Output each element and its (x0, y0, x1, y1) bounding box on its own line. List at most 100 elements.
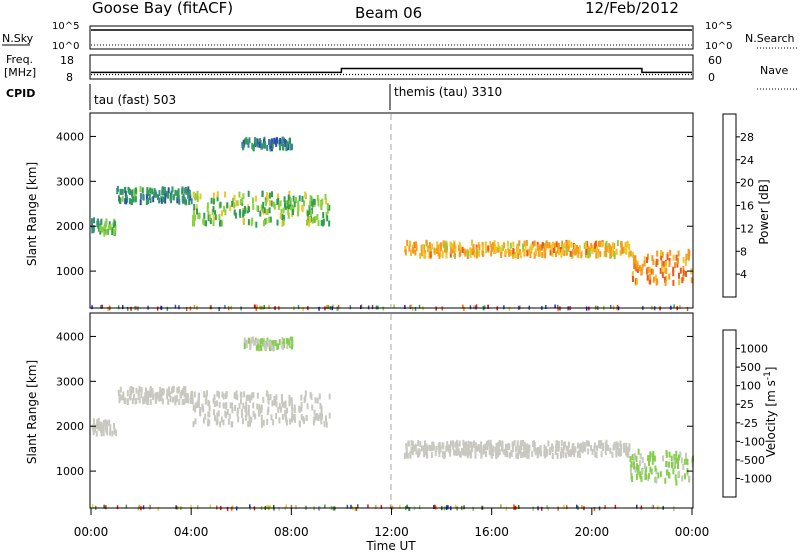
echo-cell (643, 463, 646, 469)
echo-cell (469, 441, 472, 448)
echo-cell (245, 137, 248, 144)
echo-cell (543, 246, 546, 252)
near-range-cell (101, 304, 103, 309)
echo-cell (286, 202, 289, 209)
echo-cell (415, 241, 417, 248)
echo-cell (187, 186, 190, 193)
echo-cell (235, 393, 238, 400)
echo-cell (268, 207, 271, 214)
echo-cell (254, 413, 257, 420)
echo-cell (677, 257, 679, 264)
near-range-cell (557, 506, 559, 511)
echo-cell (502, 448, 505, 455)
echo-cell (269, 345, 271, 352)
echo-cell (663, 276, 666, 283)
echo-cell (428, 248, 431, 255)
echo-cell (276, 219, 279, 226)
echo-cell (601, 241, 604, 248)
echo-cell (646, 253, 649, 260)
echo-cell (171, 186, 174, 193)
echo-cell (690, 277, 693, 284)
echo-cell (269, 139, 272, 146)
near-range-cell (472, 507, 474, 511)
echo-cell (94, 426, 97, 433)
echo-cell (95, 423, 98, 429)
echo-cell (240, 398, 242, 405)
near-range-cell (454, 504, 457, 509)
echo-cell (326, 203, 329, 209)
echo-cell (316, 397, 319, 404)
echo-cell (328, 204, 331, 211)
echo-cell (265, 217, 268, 224)
echo-cell (309, 216, 311, 223)
echo-cell (544, 452, 547, 459)
echo-cell (231, 402, 233, 409)
echo-cell (246, 394, 249, 401)
x-tick-label: 04:00 (174, 525, 209, 539)
noise-left-tick-top: 10^5 (52, 21, 79, 32)
echo-cell (473, 440, 476, 447)
echo-cell (688, 475, 691, 482)
near-range-cell (318, 306, 320, 311)
echo-cell (258, 410, 261, 417)
echo-cell (207, 211, 210, 218)
near-range-cell (253, 304, 256, 309)
echo-cell (649, 277, 652, 284)
echo-cell (222, 402, 225, 409)
echo-cell (657, 472, 660, 479)
echo-cell (668, 273, 671, 280)
echo-cell (169, 194, 172, 201)
echo-cell (283, 196, 286, 203)
echo-cell (685, 452, 687, 459)
echo-cell (292, 414, 295, 421)
echo-cell (597, 249, 600, 255)
echo-cell (274, 399, 277, 406)
near-range-cell (483, 305, 486, 310)
echo-cell (233, 202, 236, 209)
near-range-cell (435, 306, 437, 311)
echo-cell (167, 192, 169, 199)
echo-cell (175, 394, 178, 401)
echo-cell (181, 186, 184, 193)
echo-cell (118, 393, 121, 400)
date-title: 12/Feb/2012 (585, 0, 679, 17)
echo-cell (270, 344, 273, 351)
colorbar-tick-label: -500 (740, 454, 765, 467)
near-range-cell (346, 504, 349, 509)
echo-cell (248, 394, 251, 401)
echo-cell (536, 452, 539, 459)
echo-cell (129, 394, 132, 401)
echo-cell (620, 241, 623, 248)
echo-cell (293, 201, 296, 208)
echo-cell (311, 217, 314, 224)
echo-cell (474, 446, 477, 453)
near-range-cell (614, 504, 617, 509)
echo-cell (161, 398, 164, 405)
echo-cell (259, 344, 262, 351)
echo-cell (212, 206, 215, 213)
echo-cell (547, 440, 550, 447)
echo-cell (205, 220, 207, 227)
echo-cell (473, 251, 476, 258)
echo-cell (116, 185, 119, 192)
echo-cell (425, 446, 427, 453)
echo-cell (97, 222, 100, 229)
echo-cell (580, 442, 583, 449)
echo-cell (512, 248, 515, 254)
nave-tick-bottom: 0 (708, 71, 715, 84)
echo-cell (474, 452, 477, 459)
colorbar-tick-label: 500 (740, 361, 761, 374)
echo-cell (133, 188, 136, 195)
echo-cell (555, 444, 558, 451)
echo-cell (637, 448, 640, 455)
colorbar-frame (722, 329, 737, 498)
freq-label-2: [MHz] (4, 66, 36, 79)
echo-cell (648, 460, 650, 467)
freq-line (91, 67, 692, 74)
echo-cell (277, 203, 280, 210)
echo-cell (446, 441, 449, 448)
echo-cell (252, 392, 255, 399)
echo-cell (208, 214, 211, 221)
echo-cell (466, 452, 469, 459)
echo-cell (272, 419, 275, 426)
